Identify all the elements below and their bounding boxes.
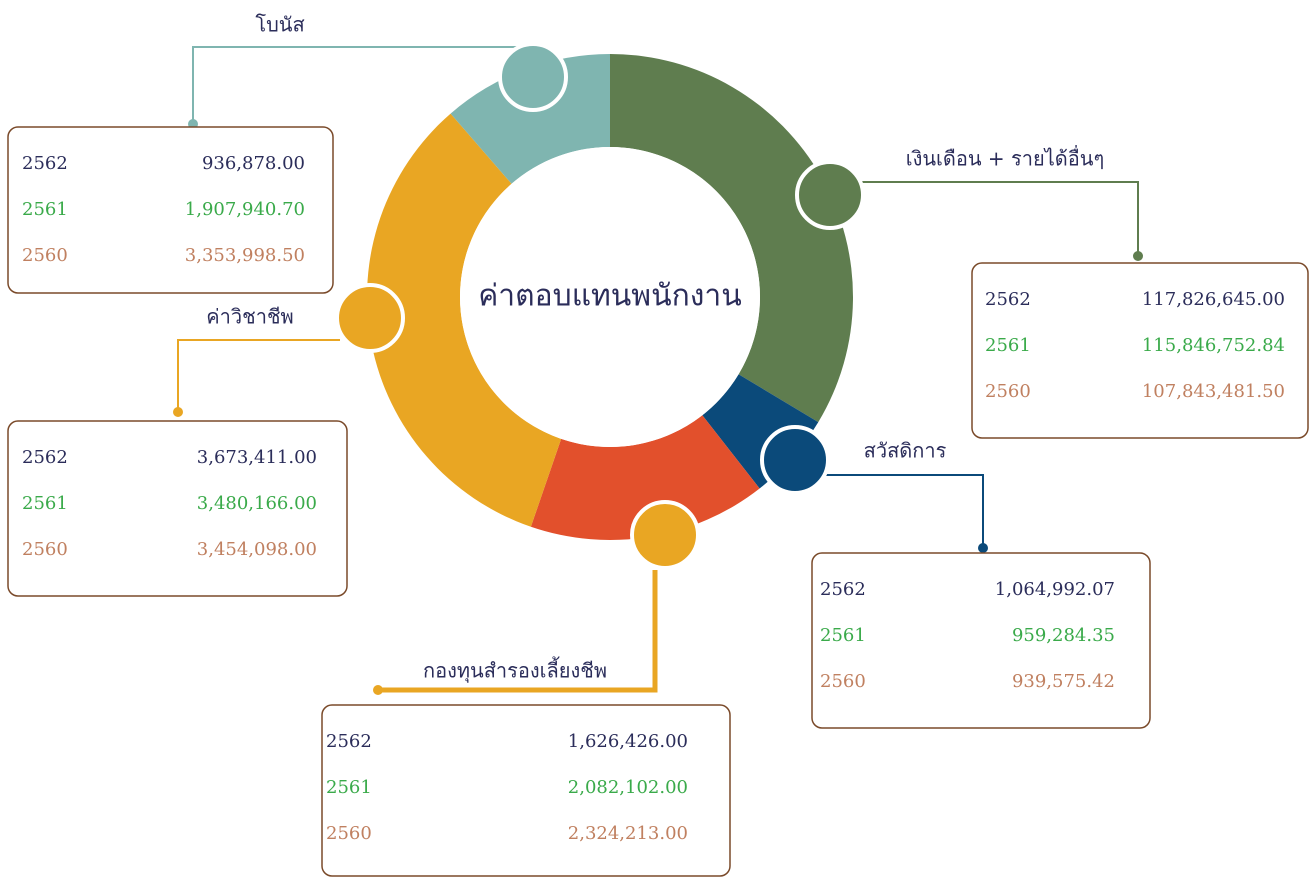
connector [192, 46, 533, 124]
row-year: 2561 [22, 493, 68, 514]
row-year: 2562 [22, 153, 68, 174]
group-label: กองทุนสำรองเลี้ยงชีพ [423, 657, 607, 684]
donut-segment [367, 113, 562, 527]
group-label: สวัสดิการ [864, 439, 947, 463]
row-value: 107,843,481.50 [1142, 381, 1285, 402]
row-value: 1,064,992.07 [995, 579, 1115, 600]
row-value: 3,353,998.50 [185, 245, 305, 266]
segment-marker [335, 283, 405, 353]
connector [378, 570, 658, 693]
row-value: 3,454,098.00 [197, 539, 317, 560]
donut-segment [450, 54, 610, 184]
data-box [321, 704, 731, 877]
row-year: 2560 [326, 823, 372, 844]
connector-dot [373, 685, 383, 695]
data-box [811, 552, 1151, 729]
donut-segment [530, 415, 760, 540]
group-label: เงินเดือน + รายได้อื่นๆ [906, 145, 1104, 171]
row-value: 939,575.42 [1012, 671, 1115, 692]
row-year: 2562 [22, 447, 68, 468]
row-value: 2,082,102.00 [568, 777, 688, 798]
donut-hole [460, 147, 760, 447]
row-value: 1,907,940.70 [185, 199, 305, 220]
connector-dot [978, 543, 988, 553]
connector [177, 339, 340, 412]
data-box [971, 262, 1309, 439]
row-year: 2562 [820, 579, 866, 600]
connector [860, 181, 1139, 256]
donut-segment [610, 54, 853, 423]
row-year: 2561 [820, 625, 866, 646]
row-year: 2560 [22, 539, 68, 560]
data-box [7, 420, 348, 597]
row-year: 2561 [985, 335, 1031, 356]
row-value: 115,846,752.84 [1142, 335, 1285, 356]
group-label: โบนัส [255, 13, 304, 37]
group-label: ค่าวิชาชีพ [206, 305, 293, 329]
data-box [7, 126, 334, 294]
row-value: 959,284.35 [1012, 625, 1115, 646]
connector [825, 474, 984, 548]
connector-dot [1133, 251, 1143, 261]
row-value: 3,480,166.00 [197, 493, 317, 514]
donut [367, 54, 853, 540]
row-value: 117,826,645.00 [1142, 289, 1285, 310]
row-value: 2,324,213.00 [568, 823, 688, 844]
row-value: 1,626,426.00 [568, 731, 688, 752]
segment-marker [630, 500, 700, 570]
row-year: 2562 [326, 731, 372, 752]
row-year: 2561 [326, 777, 372, 798]
row-value: 3,673,411.00 [197, 447, 317, 468]
segment-marker [498, 42, 568, 112]
title: ค่าตอบแทนพนักงาน [478, 279, 742, 314]
row-year: 2560 [985, 381, 1031, 402]
row-year: 2560 [22, 245, 68, 266]
segment-marker [760, 425, 830, 495]
connector-dot [173, 407, 183, 417]
row-year: 2560 [820, 671, 866, 692]
row-year: 2562 [985, 289, 1031, 310]
row-year: 2561 [22, 199, 68, 220]
row-value: 936,878.00 [202, 153, 305, 174]
segment-marker [795, 160, 865, 230]
